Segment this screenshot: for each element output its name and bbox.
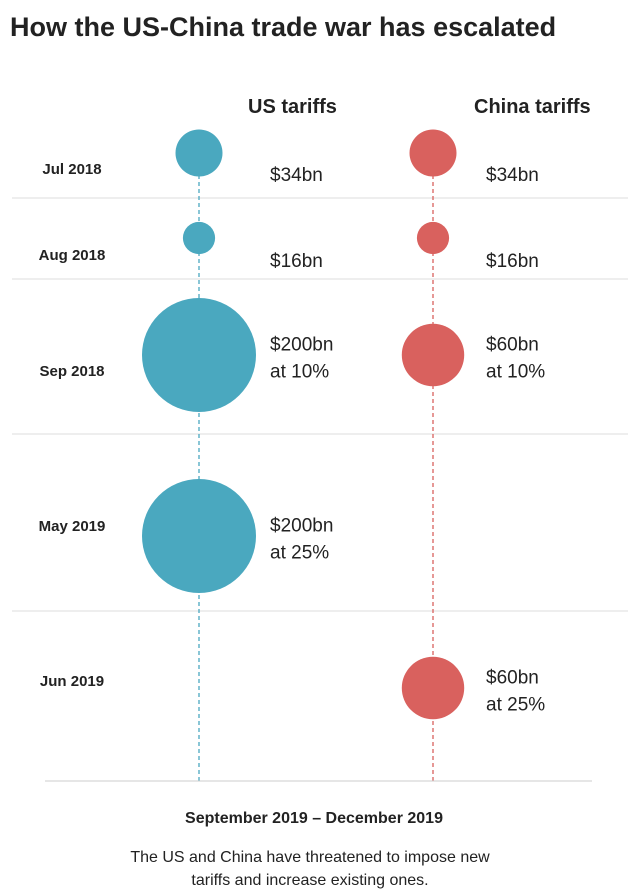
footer-note-line-2: tariffs and increase existing ones. bbox=[191, 872, 428, 889]
row-period-label: Sep 2018 bbox=[39, 363, 104, 380]
us-column-heading: US tariffs bbox=[248, 96, 337, 118]
china-column-heading: China tariffs bbox=[474, 96, 591, 118]
us-value-label: $34bn bbox=[270, 165, 323, 186]
us-value-label: at 25% bbox=[270, 543, 329, 564]
us-value-label: $200bn bbox=[270, 335, 333, 356]
footer-note-line-1: The US and China have threatened to impo… bbox=[130, 849, 490, 866]
timeline-row: Sep 2018 $200bn at 10% $60bn at 10% bbox=[39, 298, 545, 412]
us-value-label: at 10% bbox=[270, 362, 329, 383]
us-value-label: $16bn bbox=[270, 251, 323, 272]
footer-period: September 2019 – December 2019 bbox=[185, 810, 443, 827]
us-tariff-bubble bbox=[142, 298, 256, 412]
us-tariff-bubble bbox=[142, 479, 256, 593]
china-tariff-bubble bbox=[401, 323, 465, 387]
timeline-row: Jun 2019 $60bn at 25% bbox=[40, 656, 545, 720]
us-tariff-bubble bbox=[182, 221, 216, 255]
row-period-label: Jul 2018 bbox=[42, 161, 101, 178]
timeline-row: May 2019 $200bn at 25% bbox=[39, 479, 333, 593]
row-period-label: Aug 2018 bbox=[39, 247, 106, 264]
china-value-label: $60bn bbox=[486, 335, 539, 356]
timeline-row: Aug 2018 $16bn $16bn bbox=[39, 221, 539, 272]
us-value-label: $200bn bbox=[270, 516, 333, 537]
row-dividers bbox=[12, 197, 628, 612]
china-value-label: $34bn bbox=[486, 165, 539, 186]
china-value-label: $16bn bbox=[486, 251, 539, 272]
china-tariff-bubble bbox=[416, 221, 450, 255]
china-value-label: at 25% bbox=[486, 695, 545, 716]
timeline-row: Jul 2018 $34bn $34bn bbox=[42, 129, 539, 186]
row-period-label: Jun 2019 bbox=[40, 673, 104, 690]
china-value-label: $60bn bbox=[486, 668, 539, 689]
us-tariff-bubble bbox=[175, 129, 223, 177]
row-period-label: May 2019 bbox=[39, 518, 106, 535]
chart-title: How the US-China trade war has escalated bbox=[10, 12, 556, 42]
china-tariff-bubble bbox=[401, 656, 465, 720]
china-value-label: at 10% bbox=[486, 362, 545, 383]
timeline-rows: Jul 2018 $34bn $34bn Aug 2018 $16bn $16bn Sep … bbox=[39, 129, 545, 720]
china-tariff-bubble bbox=[409, 129, 457, 177]
